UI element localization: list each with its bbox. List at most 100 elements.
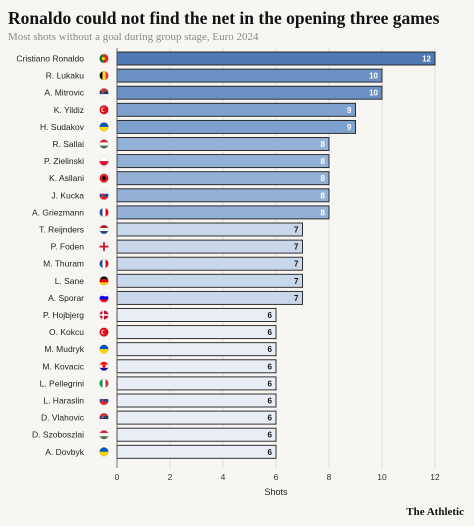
category-label: J. Kucka (51, 190, 84, 200)
data-label: 12 (422, 55, 431, 64)
category-label: P. Hojbjerg (43, 310, 84, 320)
serbia-flag-icon (99, 412, 109, 423)
data-label: 6 (268, 448, 273, 457)
data-label: 8 (321, 157, 326, 166)
category-label: A. Griezmann (32, 207, 84, 217)
serbia-flag-icon (99, 87, 109, 98)
x-tick-label: 4 (221, 472, 226, 482)
x-tick-label: 12 (430, 472, 440, 482)
bar (116, 102, 356, 117)
data-label: 9 (347, 106, 352, 115)
data-label: 8 (321, 208, 326, 217)
category-label: R. Sallai (52, 139, 84, 149)
bar (116, 359, 277, 374)
slovakia-flag-icon (99, 395, 109, 406)
data-label: 7 (294, 260, 299, 269)
category-label: K. Asllani (49, 173, 84, 183)
category-label: M. Thuram (43, 259, 84, 269)
category-label: A. Mitrovic (44, 88, 84, 98)
x-tick-label: 8 (327, 472, 332, 482)
chart-subtitle: Most shots without a goal during group s… (8, 31, 259, 43)
ukraine-flag-icon (99, 446, 109, 457)
data-label: 6 (268, 397, 273, 406)
data-label: 6 (268, 431, 273, 440)
data-label: 6 (268, 311, 273, 320)
france-flag-icon (99, 207, 109, 218)
germany-flag-icon (99, 275, 109, 286)
bar (116, 290, 303, 305)
slovenia-flag-icon (99, 293, 109, 303)
x-tick-label: 2 (168, 472, 173, 482)
bar (116, 188, 330, 203)
denmark-flag-icon (99, 310, 109, 320)
bar (116, 239, 303, 254)
x-tick-label: 0 (115, 472, 120, 482)
bar (116, 256, 303, 271)
bar (116, 325, 277, 340)
poland-flag-icon (99, 156, 109, 166)
publisher-logo: The Athletic (406, 506, 464, 518)
chart-title: Ronaldo could not find the net in the op… (8, 8, 440, 28)
bar (116, 273, 303, 288)
ukraine-flag-icon (99, 122, 109, 132)
category-label: P. Zielinski (44, 156, 84, 166)
data-label: 7 (294, 243, 299, 252)
turkey-flag-icon (99, 104, 109, 115)
category-label: A. Dovbyk (45, 447, 84, 457)
x-tick-label: 10 (377, 472, 387, 482)
category-label: L. Pellegrini (40, 378, 85, 388)
category-label: M. Kovacic (42, 361, 84, 371)
bar (116, 222, 303, 237)
bar (116, 393, 277, 408)
category-label: L. Haraslin (43, 396, 84, 406)
belgium-flag-icon (99, 70, 109, 81)
data-label: 9 (347, 123, 352, 132)
data-label: 7 (294, 277, 299, 286)
bar (116, 427, 277, 442)
bar (116, 171, 330, 186)
albania-flag-icon (99, 173, 109, 184)
data-label: 7 (294, 226, 299, 235)
hungary-flag-icon (99, 429, 109, 440)
category-label: M. Mudryk (44, 344, 84, 354)
italy-flag-icon (99, 378, 109, 389)
bar (116, 137, 330, 151)
data-label: 6 (268, 345, 273, 354)
category-label: R. Lukaku (46, 71, 85, 81)
slovakia-flag-icon (99, 190, 109, 201)
bar (116, 154, 330, 169)
category-label: D. Vlahovic (41, 413, 85, 423)
portugal-flag-icon (99, 53, 109, 64)
netherlands-flag-icon (99, 224, 109, 235)
bar (116, 85, 383, 100)
category-label: K. Yildiz (54, 105, 84, 115)
bar (116, 308, 277, 322)
turkey-flag-icon (99, 327, 109, 337)
data-label: 8 (321, 140, 326, 149)
category-label: H. Sudakov (40, 122, 85, 132)
bar (116, 51, 436, 66)
data-label: 6 (268, 362, 273, 371)
ukraine-flag-icon (99, 344, 109, 355)
bar (116, 119, 356, 134)
data-label: 6 (268, 414, 273, 423)
data-label: 8 (321, 174, 326, 183)
category-label: P. Foden (51, 242, 85, 252)
data-label: 6 (268, 379, 273, 388)
category-label: D. Szoboszlai (32, 430, 84, 440)
bar (116, 444, 277, 459)
category-label: L. Sane (55, 276, 85, 286)
data-label: 10 (369, 72, 378, 81)
category-label: Cristiano Ronaldo (16, 54, 84, 64)
category-label: T. Reijnders (39, 225, 84, 235)
category-label: O. Kokcu (49, 327, 84, 337)
category-label: A. Sporar (48, 293, 84, 303)
hungary-flag-icon (99, 139, 109, 149)
x-tick-label: 6 (274, 472, 279, 482)
bar (116, 376, 277, 391)
data-label: 8 (321, 191, 326, 200)
france-flag-icon (99, 258, 109, 269)
bar (116, 342, 277, 357)
bar (116, 68, 383, 83)
